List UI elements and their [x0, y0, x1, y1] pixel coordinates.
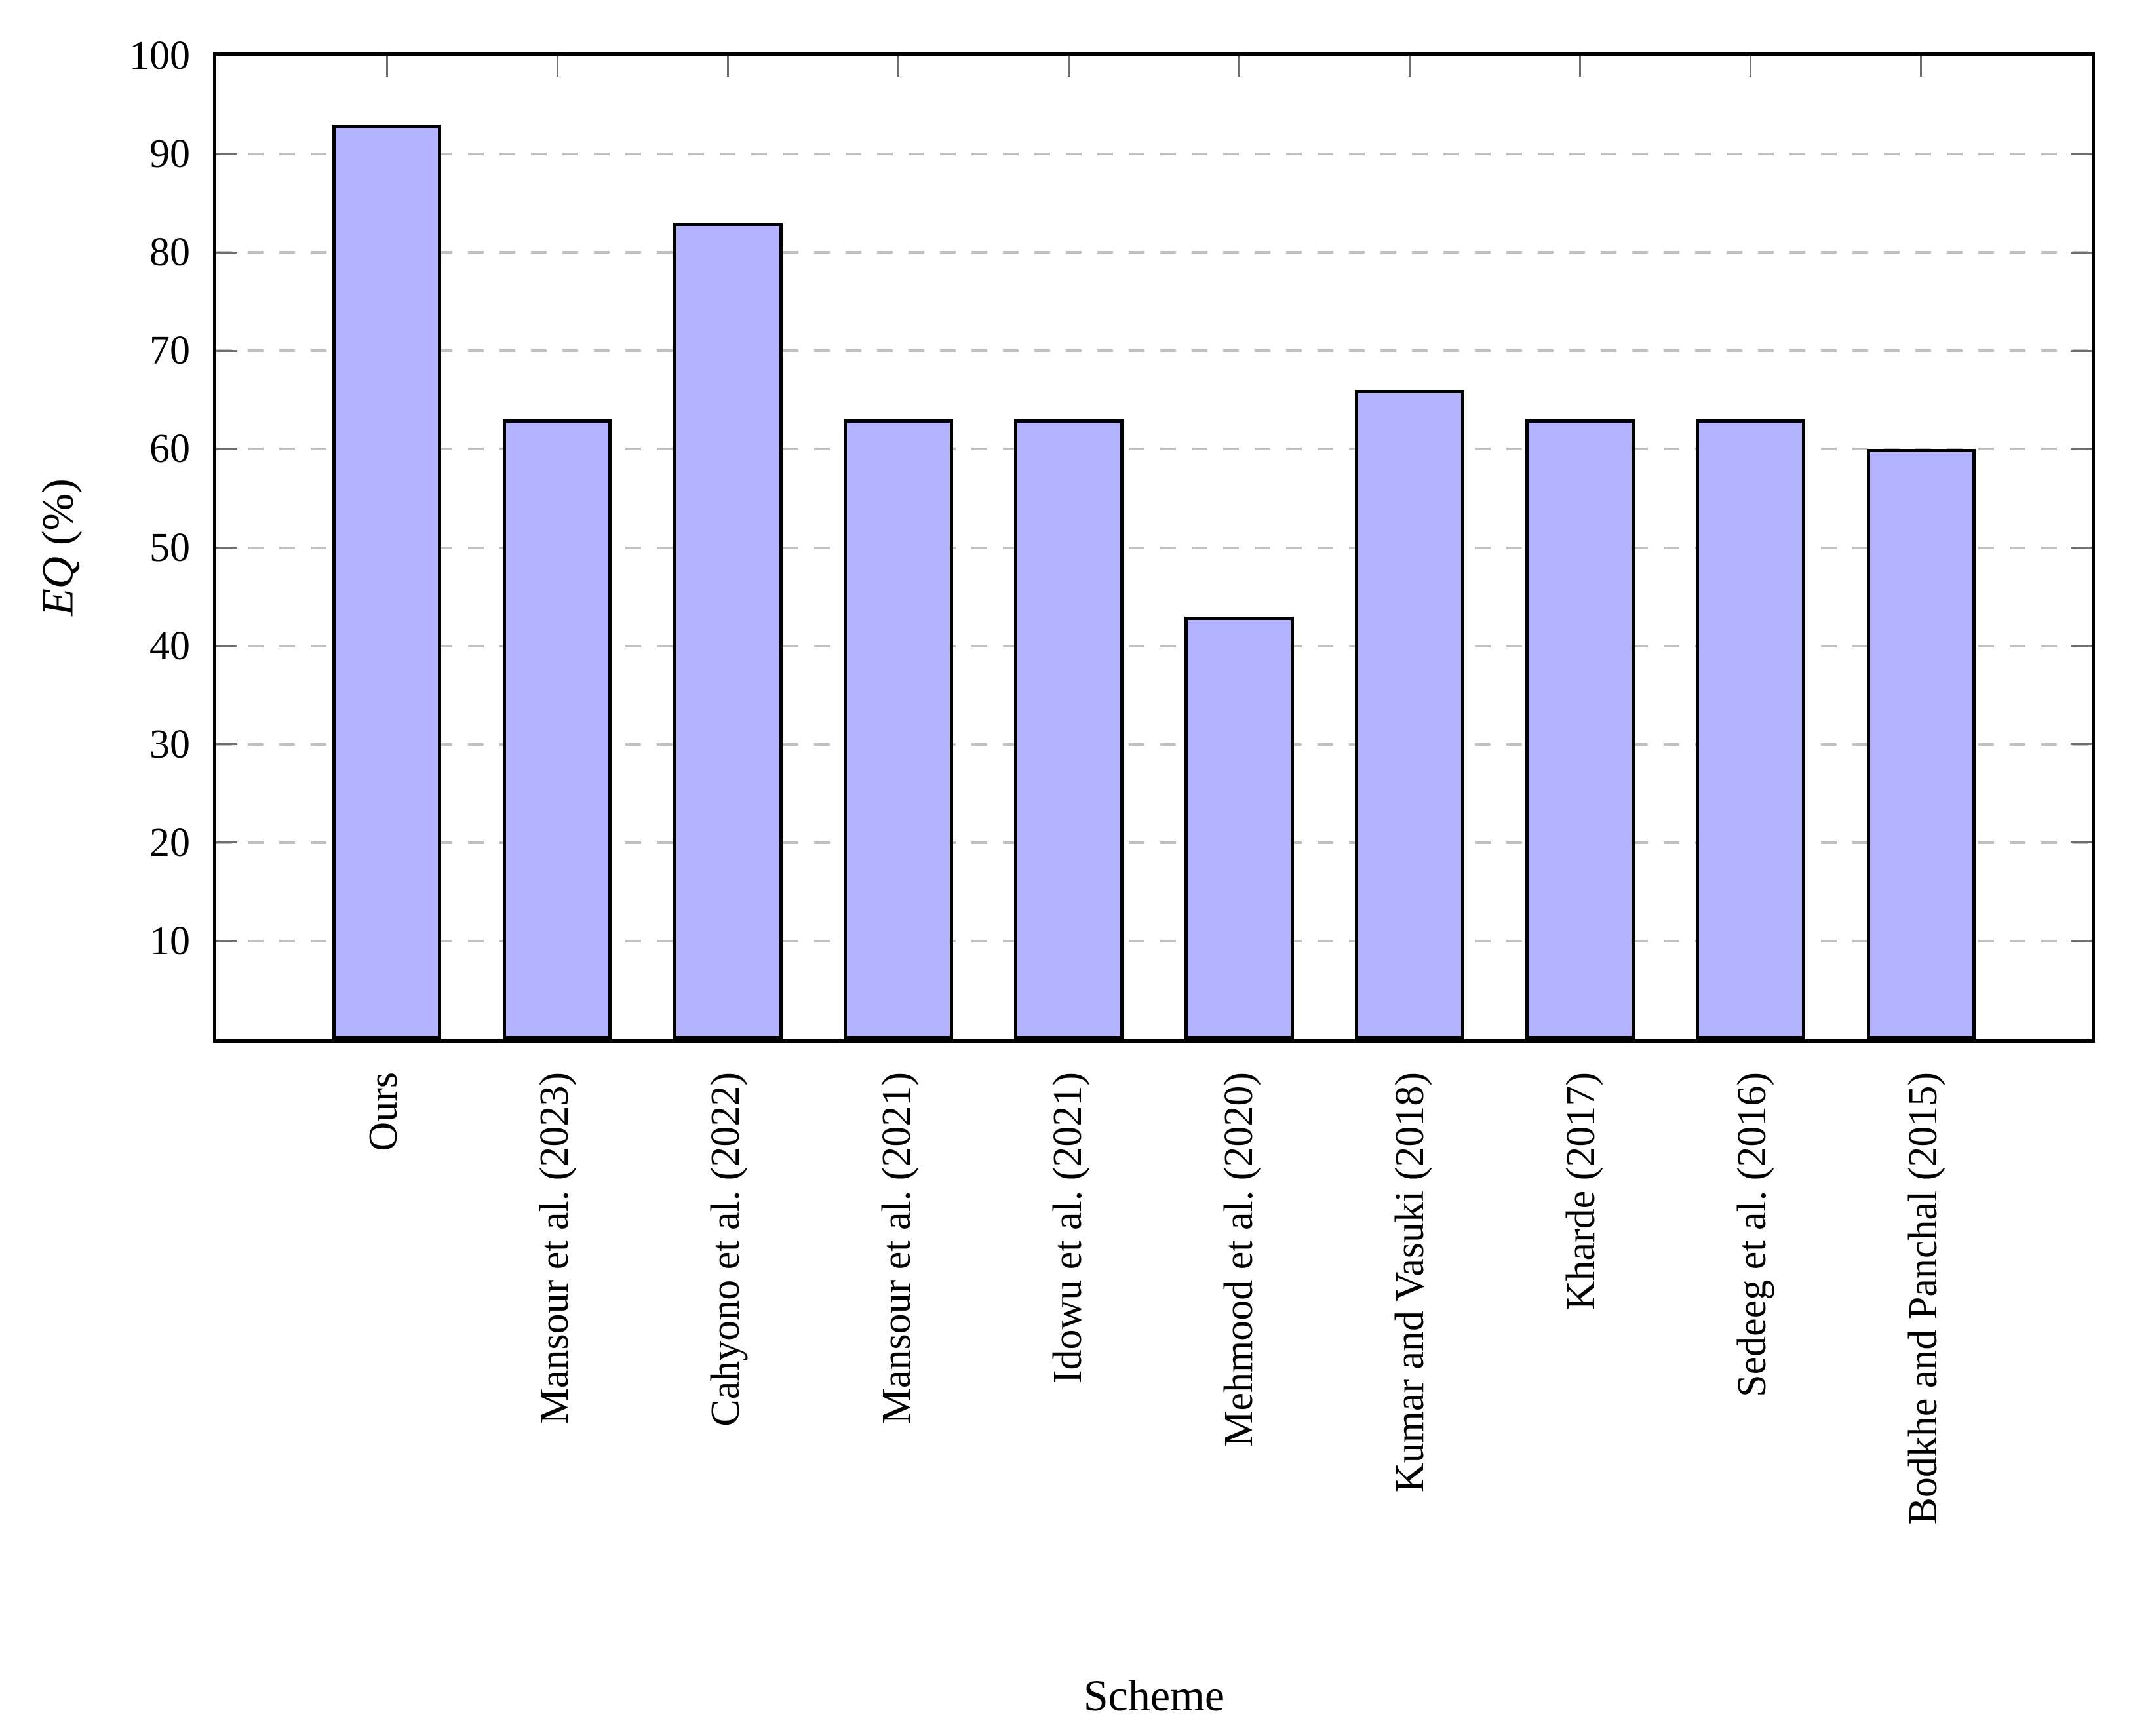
gridline: [216, 939, 2092, 942]
y-tick-mark: [216, 448, 237, 450]
gridline: [216, 841, 2092, 844]
category-label-slot: Mehmood et al. (2020): [1154, 1072, 1325, 1649]
y-tick-mark: [2071, 743, 2092, 746]
y-tick-mark: [216, 251, 237, 254]
y-tick-label: 60: [149, 427, 190, 472]
category-label: Mansour et al. (2023): [532, 1072, 577, 1425]
x-tick-mark: [1238, 56, 1241, 77]
y-tick-mark: [216, 743, 237, 746]
y-tick-label: 70: [149, 328, 190, 374]
bar: [1866, 449, 1976, 1039]
category-label-slot: Ours: [299, 1072, 470, 1649]
bar: [844, 419, 953, 1039]
x-axis-title: Scheme: [1083, 1670, 1225, 1720]
category-label-slot: Kharde (2017): [1496, 1072, 1667, 1649]
bar-slot: [302, 56, 472, 1039]
x-tick-mark: [897, 56, 899, 77]
category-label-slot: Idowu et al. (2021): [983, 1072, 1154, 1649]
category-label: Sedeeg et al. (2016): [1730, 1072, 1775, 1397]
category-label: Ours: [361, 1072, 406, 1151]
y-tick-label: 80: [149, 230, 190, 275]
y-tick-mark: [2071, 645, 2092, 647]
x-axis-category-labels: Ours Mansour et al. (2023) Cahyono et al. …: [213, 1072, 2095, 1649]
bar: [503, 419, 612, 1039]
category-label: Mansour et al. (2021): [874, 1072, 920, 1425]
category-label-slot: Cahyono et al. (2022): [641, 1072, 812, 1649]
y-tick-label: 90: [149, 132, 190, 177]
category-label-slot: Bodkhe and Panchal (2015): [1838, 1072, 2009, 1649]
x-tick-mark: [1409, 56, 1411, 77]
bar-slot: [642, 56, 813, 1039]
category-label-slot: Mansour et al. (2021): [812, 1072, 983, 1649]
gridline: [216, 349, 2092, 353]
gridline: [216, 546, 2092, 549]
y-tick-mark: [216, 349, 237, 352]
bar: [1014, 419, 1124, 1039]
x-tick-mark: [1750, 56, 1752, 77]
y-tick-label: 40: [149, 623, 190, 668]
y-tick-mark: [2071, 547, 2092, 549]
gridline: [216, 644, 2092, 647]
bar-slot: [1836, 56, 2006, 1039]
bar-slot: [472, 56, 642, 1039]
y-tick-mark: [2071, 841, 2092, 844]
gridline: [216, 743, 2092, 746]
y-tick-label: 50: [149, 525, 190, 570]
gridline: [216, 153, 2092, 156]
bars-container: [216, 56, 2092, 1039]
y-tick-mark: [216, 645, 237, 647]
category-label: Idowu et al. (2021): [1046, 1072, 1091, 1384]
plot-area: [213, 52, 2095, 1043]
y-tick-mark: [216, 940, 237, 942]
category-label: Kharde (2017): [1559, 1072, 1604, 1311]
y-tick-mark: [2071, 251, 2092, 254]
category-label-slot: Kumar and Vasuki (2018): [1325, 1072, 1496, 1649]
bar: [332, 125, 442, 1039]
category-label: Kumar and Vasuki (2018): [1388, 1072, 1433, 1493]
x-tick-mark: [1067, 56, 1070, 77]
x-tick-mark: [556, 56, 558, 77]
y-tick-mark: [216, 547, 237, 549]
bar: [1696, 419, 1805, 1039]
bar-slot: [1325, 56, 1495, 1039]
y-tick-label: 20: [149, 820, 190, 865]
category-label: Bodkhe and Panchal (2015): [1901, 1072, 1946, 1525]
y-tick-mark: [2071, 349, 2092, 352]
y-tick-mark: [2071, 153, 2092, 155]
y-tick-label: 100: [129, 33, 190, 78]
x-tick-mark: [385, 56, 388, 77]
category-label-slot: Mansour et al. (2023): [470, 1072, 641, 1649]
y-tick-mark: [216, 153, 237, 155]
y-tick-label: 30: [149, 722, 190, 767]
x-tick-mark: [1920, 56, 1923, 77]
category-label-slot: Sedeeg et al. (2016): [1667, 1072, 1838, 1649]
bar: [673, 223, 783, 1039]
bar: [1184, 616, 1294, 1039]
y-tick-mark: [2071, 940, 2092, 942]
category-label: Cahyono et al. (2022): [703, 1072, 749, 1427]
gridline: [216, 251, 2092, 254]
bar: [1525, 419, 1635, 1039]
y-tick-label: 10: [149, 918, 190, 963]
bar: [1355, 390, 1464, 1039]
x-tick-mark: [1579, 56, 1582, 77]
y-tick-mark: [2071, 448, 2092, 450]
bar-slot: [1154, 56, 1324, 1039]
gridline: [216, 448, 2092, 451]
x-tick-mark: [726, 56, 729, 77]
category-label: Mehmood et al. (2020): [1217, 1072, 1262, 1447]
bar-slot: [813, 56, 983, 1039]
bar-slot: [983, 56, 1154, 1039]
bar-slot: [1666, 56, 1836, 1039]
bar-slot: [1495, 56, 1666, 1039]
y-tick-mark: [216, 841, 237, 844]
